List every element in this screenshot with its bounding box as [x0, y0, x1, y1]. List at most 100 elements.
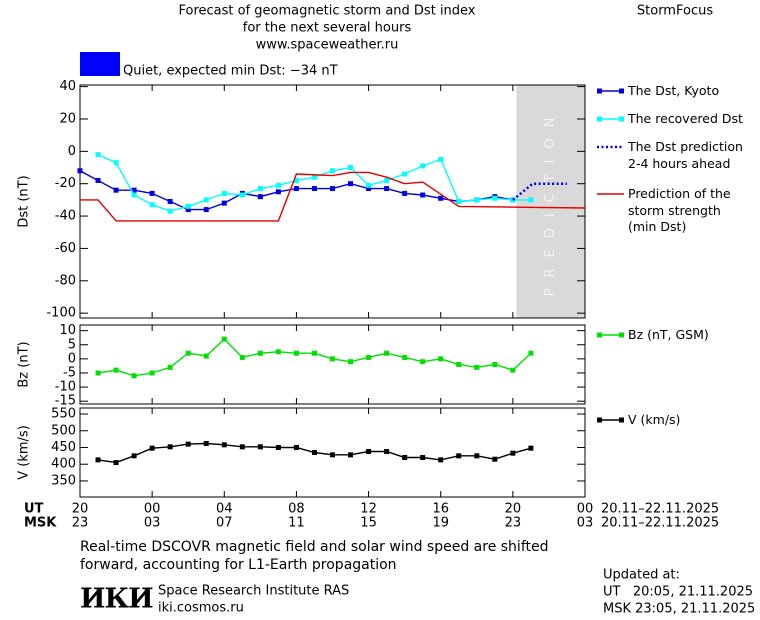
- data-point: [239, 192, 245, 198]
- data-point: [330, 186, 335, 192]
- y-tick-label: -10: [55, 380, 76, 395]
- data-point: [257, 186, 263, 192]
- y-tick-label: -5: [63, 365, 76, 380]
- data-point: [474, 197, 480, 203]
- data-point: [438, 156, 444, 162]
- series-line: [97, 153, 531, 212]
- data-point: [203, 197, 209, 203]
- data-point: [528, 445, 534, 451]
- data-point: [366, 182, 372, 188]
- legend-marker: [597, 116, 602, 122]
- data-point: [203, 353, 209, 359]
- date-range: 20.11–22.11.2025: [601, 516, 719, 531]
- data-point: [384, 350, 390, 356]
- data-point: [167, 444, 173, 450]
- y-tick-label: 0: [68, 351, 76, 366]
- y-tick-label: 500: [51, 423, 76, 438]
- prediction-label: PREDICTION: [543, 107, 558, 297]
- data-point: [456, 453, 462, 459]
- data-point: [420, 163, 426, 169]
- x-tick-label: 20: [72, 502, 89, 517]
- prediction-band: [516, 85, 585, 318]
- x-tick-label-msk: 15: [360, 516, 377, 531]
- data-point: [203, 207, 209, 213]
- x-tick-label-msk: 23: [505, 516, 522, 531]
- x-tick-label: 16: [432, 502, 449, 517]
- data-point: [474, 364, 480, 370]
- y-tick-label: -40: [55, 209, 76, 224]
- data-point: [275, 189, 281, 195]
- y-tick-label: 0: [68, 144, 76, 159]
- data-point: [275, 444, 281, 450]
- data-point: [293, 350, 299, 356]
- data-point: [95, 370, 101, 376]
- time-row-label: UT: [24, 502, 44, 517]
- title-line: www.spaceweather.ru: [256, 38, 399, 53]
- y-tick-label: 350: [51, 473, 76, 488]
- data-point: [366, 186, 372, 192]
- y-tick-label: 400: [51, 457, 76, 472]
- data-point: [528, 350, 534, 356]
- y-tick-label: 10: [59, 323, 76, 338]
- x-tick-label: 00: [144, 502, 161, 517]
- data-point: [438, 356, 444, 362]
- series-line: [97, 338, 532, 377]
- legend-marker: [597, 332, 602, 338]
- data-point: [149, 445, 155, 451]
- data-point: [149, 370, 155, 376]
- date-range: 20.11–22.11.2025: [601, 502, 719, 517]
- data-point: [402, 354, 408, 360]
- y-tick-label: 40: [59, 79, 76, 94]
- data-point: [149, 190, 155, 196]
- x-tick-label-msk: 19: [432, 516, 449, 531]
- legend-label: Prediction of the storm strength (min Ds…: [628, 186, 731, 234]
- data-point: [366, 354, 372, 360]
- x-tick-label-msk: 03: [577, 516, 594, 531]
- brand: StormFocus: [637, 4, 713, 19]
- data-point: [510, 450, 516, 456]
- data-point: [492, 456, 498, 462]
- x-tick-label-msk: 11: [288, 516, 305, 531]
- plot-frame: [79, 84, 586, 319]
- legend-marker: [597, 88, 602, 94]
- y-tick-label: 5: [68, 337, 76, 352]
- legend-marker: [597, 417, 602, 423]
- data-point: [348, 359, 354, 365]
- data-point: [510, 197, 516, 203]
- y-tick-label: 550: [51, 407, 76, 422]
- data-point: [402, 190, 408, 196]
- data-point: [402, 171, 408, 177]
- data-point: [185, 203, 191, 209]
- data-point: [185, 207, 191, 213]
- data-point: [77, 168, 83, 174]
- data-point: [131, 187, 137, 193]
- data-point: [330, 356, 335, 362]
- data-point: [113, 187, 119, 193]
- data-point: [348, 165, 354, 171]
- data-point: [257, 350, 263, 356]
- data-point: [330, 452, 335, 458]
- plot-frame: [79, 407, 586, 498]
- x-tick-label: 00: [577, 502, 594, 517]
- y-tick-label: -20: [55, 176, 76, 191]
- data-point: [113, 460, 119, 466]
- data-point: [221, 442, 227, 448]
- data-point: [95, 152, 101, 158]
- data-point: [330, 168, 335, 174]
- status-swatch: [80, 52, 120, 76]
- data-point: [366, 448, 372, 454]
- data-point: [456, 199, 462, 204]
- y-axis-label: Dst (nT): [17, 175, 32, 227]
- institute: Space Research Institute RAS: [158, 584, 349, 599]
- plot-frame: [79, 324, 586, 405]
- data-point: [510, 367, 516, 373]
- data-point: [185, 441, 191, 447]
- data-point: [113, 160, 119, 166]
- data-point: [239, 354, 245, 360]
- data-point: [311, 450, 317, 455]
- data-point: [311, 350, 317, 356]
- data-point: [221, 336, 227, 342]
- data-point: [438, 457, 444, 463]
